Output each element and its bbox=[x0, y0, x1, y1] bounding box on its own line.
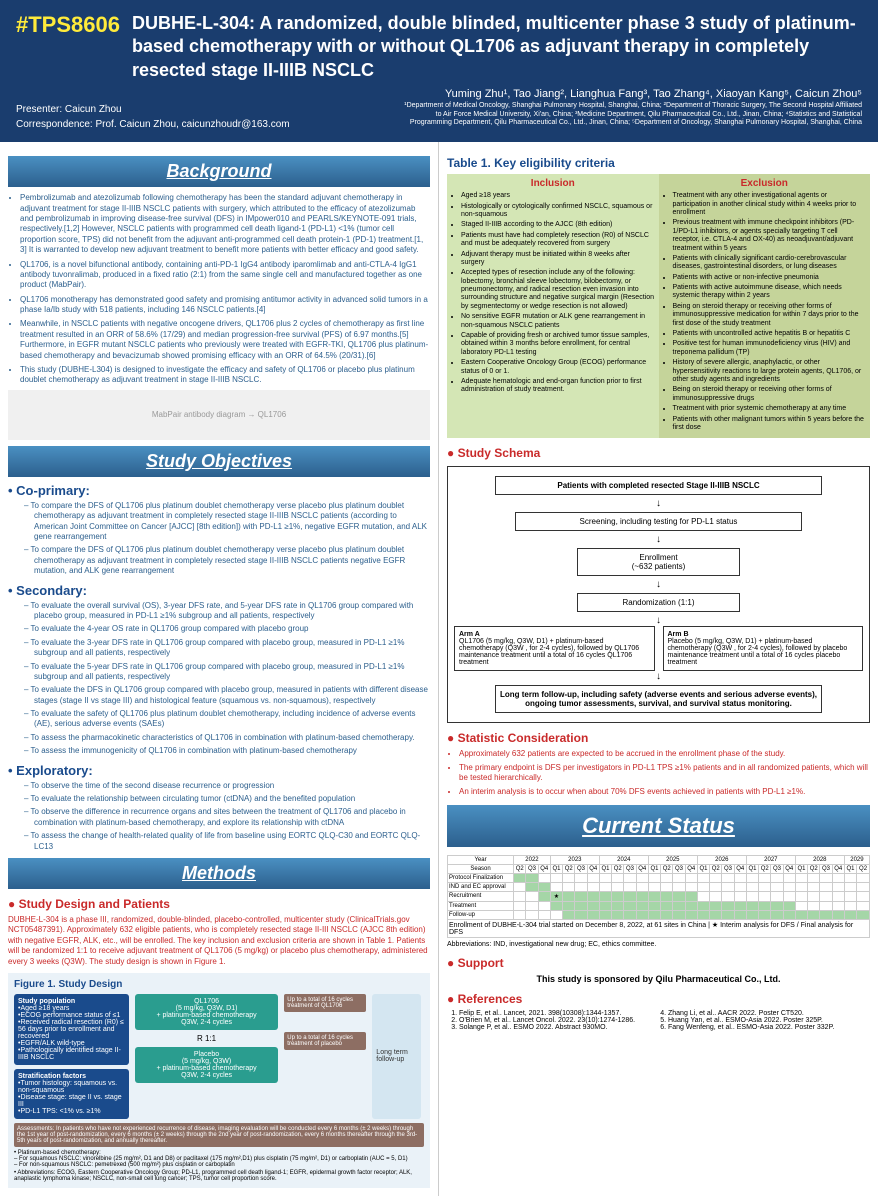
left-column: Background Pembrolizumab and atezolizuma… bbox=[0, 142, 439, 1196]
poster-header: #TPS8606 DUBHE-L-304: A randomized, doub… bbox=[0, 0, 878, 142]
objectives-header: Study Objectives bbox=[8, 446, 430, 477]
gantt-chart: Year20222023202420252026202720282029Seas… bbox=[447, 855, 870, 948]
exclusion-col: Exclusion Treatment with any other inves… bbox=[659, 174, 871, 438]
schema-arm-b: Arm B Placebo (5 mg/kg, Q3W, D1) + plati… bbox=[663, 626, 864, 671]
maint1-box: Up to a total of 16 cycles treatment of … bbox=[284, 994, 366, 1012]
references-list: Felip E, et al.. Lancet, 2021. 398(10308… bbox=[447, 1010, 870, 1031]
support-header: Support bbox=[447, 956, 870, 970]
fig1-title: Figure 1. Study Design bbox=[14, 979, 424, 990]
secondary-list: To evaluate the overall survival (OS), 3… bbox=[8, 601, 430, 757]
poster-title: DUBHE-L-304: A randomized, double blinde… bbox=[132, 12, 862, 82]
statistics-header: Statistic Consideration bbox=[447, 731, 870, 745]
arm-b-box: Placebo (5 mg/kg, Q3W) + platinum-based … bbox=[135, 1047, 279, 1083]
background-header: Background bbox=[8, 156, 430, 187]
main-content: Background Pembrolizumab and atezolizuma… bbox=[0, 142, 878, 1196]
schema-arm-a: Arm A QL1706 (5 mg/kg, Q3W, D1) + platin… bbox=[454, 626, 655, 671]
exploratory-list: To observe the time of the second diseas… bbox=[8, 781, 430, 852]
study-pop-box: Study population •Aged ≥18 years •ECOG p… bbox=[14, 994, 129, 1065]
followup-box: Long term follow-up bbox=[372, 994, 421, 1119]
affiliations: ¹Department of Medical Oncology, Shangha… bbox=[397, 102, 862, 127]
maint2-box: Up to a total of 16 cycles treatment of … bbox=[284, 1032, 366, 1050]
assessments-box: Assessments: In patients who have not ex… bbox=[14, 1123, 424, 1147]
right-column: Table 1. Key eligibility criteria Inclus… bbox=[439, 142, 878, 1196]
mabpair-diagram: MabPair antibody diagram → QL1706 bbox=[8, 390, 430, 440]
methods-text: DUBHE-L-304 is a phase III, randomized, … bbox=[8, 915, 430, 967]
references-header: References bbox=[447, 992, 870, 1006]
inclusion-header: Inclusion bbox=[451, 178, 655, 189]
methods-header: Methods bbox=[8, 858, 430, 889]
secondary-header: • Secondary: bbox=[8, 583, 430, 598]
study-schema: Patients with completed resected Stage I… bbox=[447, 466, 870, 723]
background-list: Pembrolizumab and atezolizumab following… bbox=[8, 193, 430, 386]
arm-a-box: QL1706 (5 mg/kg, Q3W, D1) + platinum-bas… bbox=[135, 994, 279, 1030]
schema-header: Study Schema bbox=[447, 446, 870, 460]
chemo-note: • Platinum-based chemotherapy: – For squ… bbox=[14, 1150, 424, 1168]
statistics-list: Approximately 632 patients are expected … bbox=[447, 749, 870, 797]
current-status-header: Current Status bbox=[447, 805, 870, 847]
abstract-tag: #TPS8606 bbox=[16, 12, 120, 38]
exclusion-header: Exclusion bbox=[663, 178, 867, 189]
abbreviations: • Abbreviations: ECOG, Eastern Cooperati… bbox=[14, 1170, 424, 1182]
study-design-header: Study Design and Patients bbox=[8, 897, 430, 911]
correspondence: Correspondence: Prof. Caicun Zhou, caicu… bbox=[16, 119, 290, 130]
presenter: Presenter: Caicun Zhou bbox=[16, 104, 290, 115]
exploratory-header: • Exploratory: bbox=[8, 763, 430, 778]
strat-box: Stratification factors •Tumor histology:… bbox=[14, 1069, 129, 1119]
table1-title: Table 1. Key eligibility criteria bbox=[447, 156, 870, 170]
coprimary-list: To compare the DFS of QL1706 plus platin… bbox=[8, 501, 430, 577]
table1: Table 1. Key eligibility criteria Inclus… bbox=[447, 156, 870, 438]
support-text: This study is sponsored by Qilu Pharmace… bbox=[447, 974, 870, 984]
coprimary-header: • Co-primary: bbox=[8, 483, 430, 498]
authors: Yuming Zhu¹, Tao Jiang², Lianghua Fang³,… bbox=[16, 88, 862, 100]
inclusion-col: Inclusion Aged ≥18 yearsHistologically o… bbox=[447, 174, 659, 438]
figure1: Figure 1. Study Design Study population … bbox=[8, 973, 430, 1188]
